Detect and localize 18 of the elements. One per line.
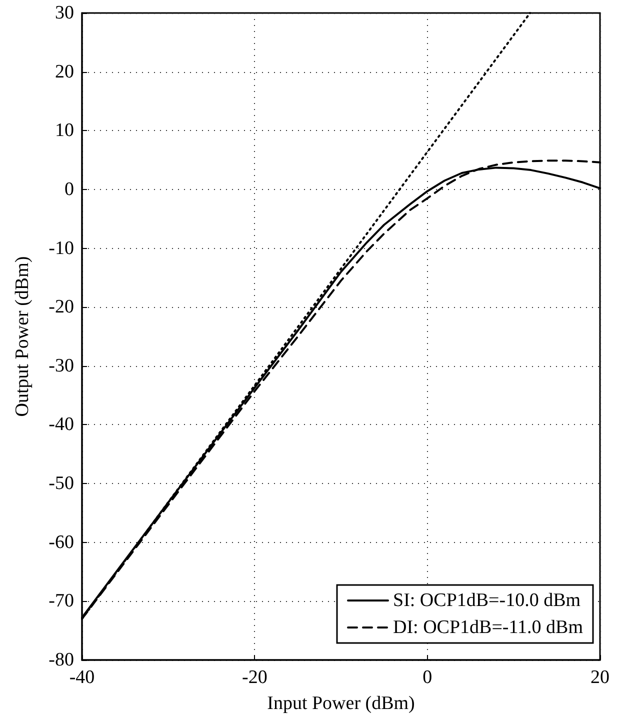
y-axis-title: Output Power (dBm) [12,256,33,417]
y-tick-label: 10 [55,120,74,142]
y-tick-label: -60 [48,532,74,553]
y-tick-label: -30 [48,355,74,376]
y-tick-label: 0 [64,178,74,200]
x-tick-label: -20 [242,667,268,688]
y-tick-label: -40 [48,414,74,436]
y-tick-label: -10 [48,238,74,259]
y-tick-label: -20 [48,296,74,318]
x-axis-title: Input Power (dBm) [267,693,415,714]
y-tick-label: 30 [55,2,74,24]
legend-label: SI: OCP1dB=-10.0 dBm [393,590,581,611]
y-tick-label: -50 [48,473,74,494]
x-tick-label: 20 [590,667,610,688]
x-tick-label: 0 [422,667,432,688]
y-tick-label: 20 [55,61,74,82]
y-tick-label: -70 [48,590,74,612]
legend-label: DI: OCP1dB=-11.0 dBm [393,617,584,638]
